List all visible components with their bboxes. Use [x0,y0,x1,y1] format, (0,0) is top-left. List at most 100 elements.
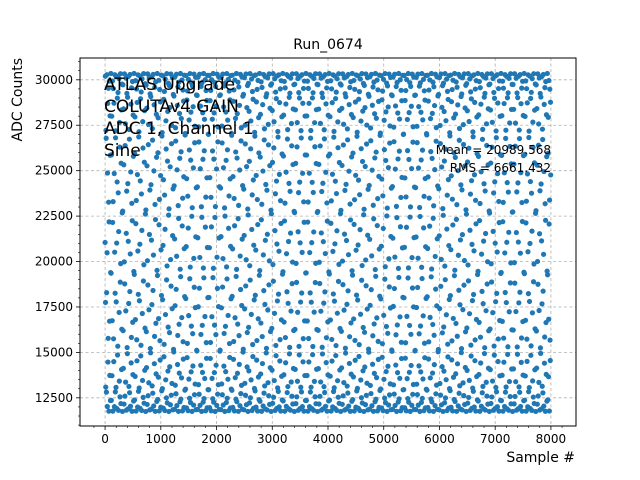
data-point [261,126,268,132]
data-point [499,113,505,119]
data-point [120,365,126,371]
data-point [117,144,123,150]
data-point [328,198,334,204]
data-point [396,70,402,77]
data-point [182,130,188,137]
data-point [491,343,497,349]
data-point [161,96,167,102]
data-point [405,275,411,281]
data-point [256,150,262,156]
data-point [201,70,207,77]
data-point [175,203,181,209]
data-point [266,71,272,77]
data-point [152,84,158,90]
data-point [115,343,121,349]
data-point [287,230,294,236]
data-point [155,115,161,121]
data-point [207,98,213,104]
data-point [429,370,436,376]
data-point [223,369,229,375]
data-point [414,123,420,129]
data-point [166,330,173,336]
data-point [272,228,278,234]
data-point [359,71,365,77]
data-point [327,317,334,323]
data-point [187,276,193,282]
data-point [108,397,114,403]
data-point [250,177,256,183]
data-point [406,322,413,329]
data-point [336,261,342,267]
data-point [350,150,356,156]
data-point [506,309,512,315]
data-point [378,386,384,392]
data-point [281,78,287,85]
data-point [461,257,468,264]
data-point [340,71,346,77]
data-point [505,344,511,350]
data-point [236,361,242,367]
data-point [200,110,206,116]
data-point [188,323,194,329]
data-point [340,282,346,288]
data-point [417,323,424,329]
data-point [428,274,434,280]
data-point [198,204,204,210]
data-point [153,154,160,160]
data-point [503,384,509,390]
data-point [448,99,455,105]
data-point [149,126,155,132]
data-point [108,270,114,276]
data-point [110,199,116,205]
data-point [106,199,112,205]
data-point [425,98,431,104]
data-point [404,116,410,123]
data-point [534,162,540,168]
data-point [265,142,272,148]
data-point [123,230,129,236]
data-point [438,283,444,289]
data-point [335,394,341,400]
data-point [303,70,309,77]
data-point [285,300,291,306]
data-point [167,164,173,170]
data-point [479,288,485,294]
data-point [368,287,374,293]
data-point [350,374,357,380]
data-point [179,314,185,321]
data-point [265,121,271,127]
data-point [380,193,386,199]
data-point [511,71,518,77]
data-point [159,297,166,303]
data-point [343,350,349,356]
data-point [459,407,465,413]
data-point [448,72,454,78]
data-point [439,330,445,336]
data-point [277,358,283,364]
data-point [375,356,381,363]
data-point [280,398,286,404]
data-point [419,147,426,153]
data-point [432,253,438,260]
data-point [117,71,124,77]
data-point [284,136,291,142]
data-point [542,217,549,223]
data-point [443,118,449,124]
data-point [275,388,281,395]
data-point [519,408,525,414]
data-point [283,101,289,107]
data-point [538,238,545,244]
data-point [299,72,305,78]
data-point [366,182,372,189]
data-point [471,172,478,178]
data-point [490,310,496,316]
data-point [199,408,205,414]
data-point [223,399,229,406]
data-point [340,393,346,399]
data-point [148,237,155,243]
data-point [219,123,225,129]
data-point [264,187,270,193]
data-point [490,228,496,234]
data-point [323,335,330,341]
data-point [504,95,511,101]
